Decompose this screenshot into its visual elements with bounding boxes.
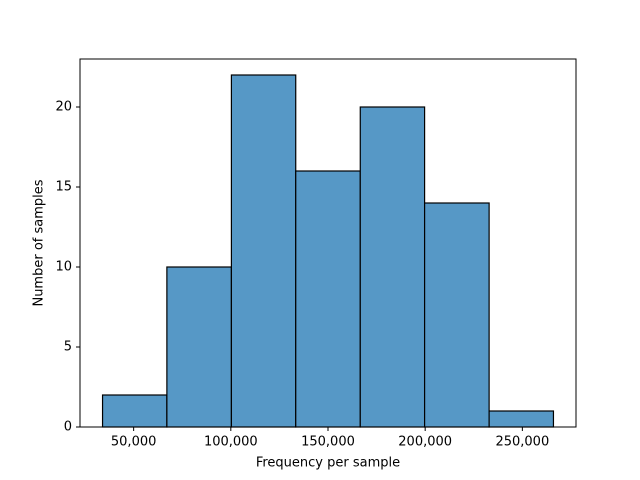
- y-axis-label: Number of samples: [32, 179, 47, 306]
- bar: [488, 410, 555, 428]
- bar: [230, 74, 297, 428]
- x-tick-label: 200,000: [398, 435, 452, 450]
- bar: [423, 202, 490, 428]
- bar: [295, 170, 361, 428]
- plot-frame: [79, 58, 577, 428]
- x-tick-label: 100,000: [204, 435, 258, 450]
- x-tick-label: 250,000: [495, 435, 549, 450]
- y-tick-label: 15: [55, 180, 72, 195]
- y-tick-label: 0: [64, 420, 72, 435]
- x-tick-label: 150,000: [301, 435, 355, 450]
- bar: [101, 394, 168, 428]
- x-tick-label: 50,000: [111, 435, 157, 450]
- bar: [359, 106, 426, 428]
- bar: [166, 266, 233, 428]
- y-tick-label: 20: [55, 100, 72, 115]
- y-tick-label: 10: [55, 260, 72, 275]
- x-axis-label: Frequency per sample: [256, 456, 400, 471]
- y-tick-label: 5: [64, 340, 72, 355]
